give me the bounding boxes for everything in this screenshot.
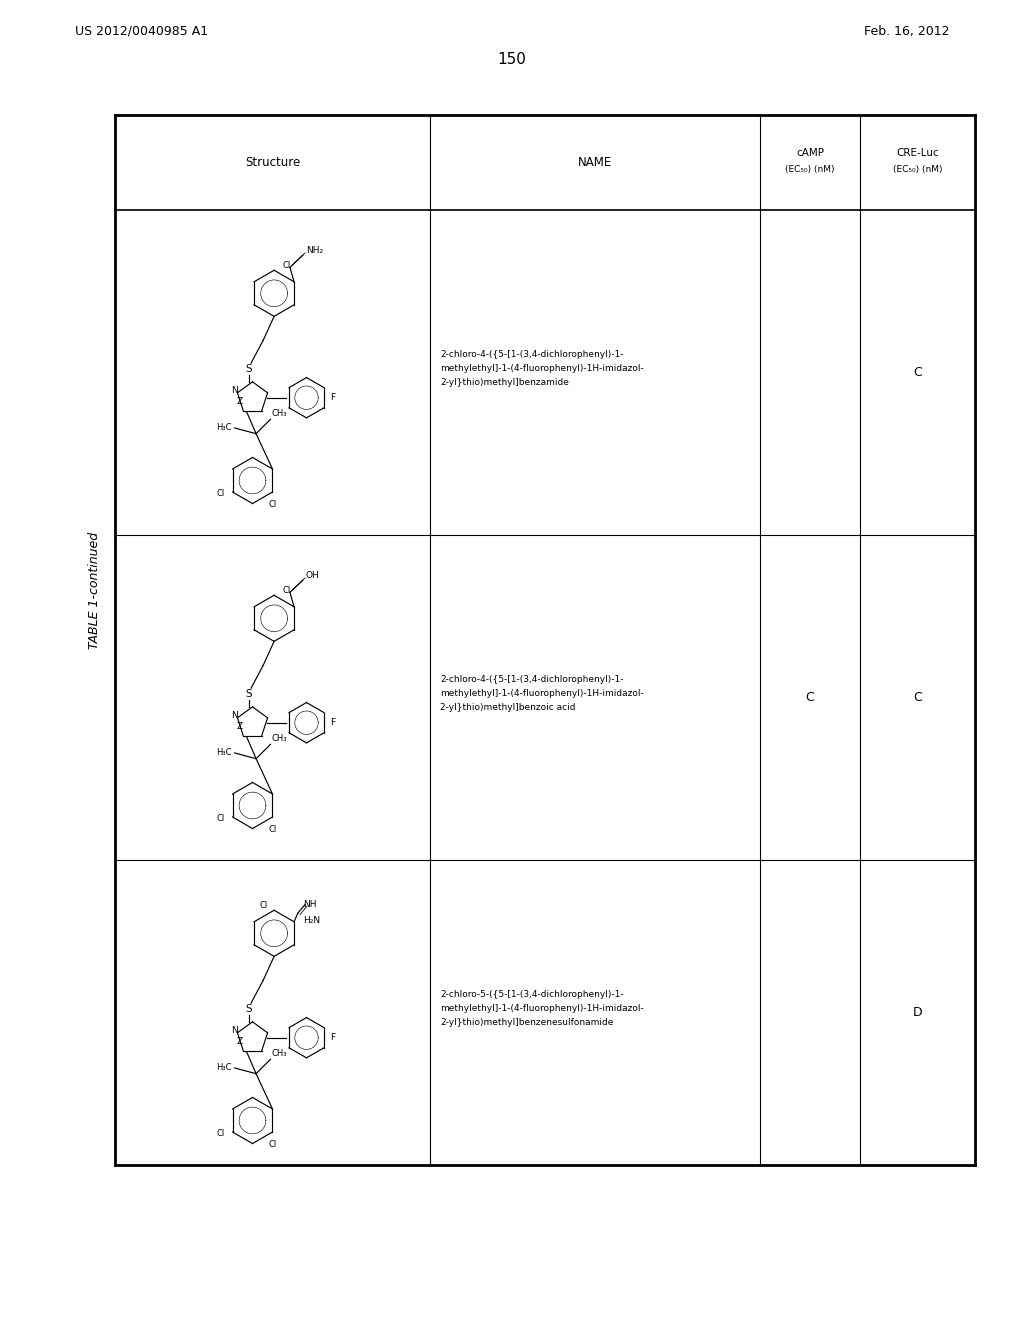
- Text: cAMP: cAMP: [796, 149, 824, 158]
- Text: CH₃: CH₃: [272, 734, 288, 743]
- Text: 2-yl}thio)methyl]benzamide: 2-yl}thio)methyl]benzamide: [440, 378, 569, 387]
- Text: C: C: [913, 366, 922, 379]
- Text: N: N: [231, 385, 238, 395]
- Text: NH₂: NH₂: [306, 246, 323, 255]
- Text: methylethyl]-1-(4-fluorophenyl)-1H-imidazol-: methylethyl]-1-(4-fluorophenyl)-1H-imida…: [440, 689, 644, 698]
- Text: Cl: Cl: [217, 1129, 225, 1138]
- Text: 2-chloro-4-({5-[1-(3,4-dichlorophenyl)-1-: 2-chloro-4-({5-[1-(3,4-dichlorophenyl)-1…: [440, 675, 624, 684]
- Text: (EC₅₀) (nM): (EC₅₀) (nM): [893, 165, 942, 174]
- Text: NAME: NAME: [578, 156, 612, 169]
- Text: Cl: Cl: [259, 902, 267, 911]
- Text: NH: NH: [303, 900, 316, 909]
- Text: Cl: Cl: [217, 488, 225, 498]
- Text: OH: OH: [306, 570, 319, 579]
- Text: Cl: Cl: [283, 586, 291, 595]
- Text: CRE-Luc: CRE-Luc: [896, 149, 939, 158]
- Text: H₃C: H₃C: [216, 748, 231, 758]
- Text: S: S: [246, 689, 252, 698]
- Text: 2-yl}thio)methyl]benzenesulfonamide: 2-yl}thio)methyl]benzenesulfonamide: [440, 1018, 613, 1027]
- Text: Z: Z: [237, 722, 243, 731]
- Text: S: S: [246, 1005, 252, 1014]
- Text: S: S: [246, 364, 252, 374]
- Text: methylethyl]-1-(4-fluorophenyl)-1H-imidazol-: methylethyl]-1-(4-fluorophenyl)-1H-imida…: [440, 364, 644, 374]
- Text: Cl: Cl: [268, 500, 276, 510]
- Text: Feb. 16, 2012: Feb. 16, 2012: [864, 25, 950, 38]
- Text: N: N: [231, 1026, 238, 1035]
- Text: Z: Z: [237, 1036, 243, 1045]
- Text: 150: 150: [498, 51, 526, 67]
- Text: Structure: Structure: [245, 156, 300, 169]
- Text: F: F: [331, 1034, 336, 1043]
- Text: F: F: [331, 393, 336, 403]
- Text: US 2012/0040985 A1: US 2012/0040985 A1: [75, 25, 208, 38]
- Text: F: F: [331, 718, 336, 727]
- Text: CH₃: CH₃: [272, 1049, 288, 1057]
- Text: N: N: [231, 711, 238, 719]
- Text: TABLE 1-continued: TABLE 1-continued: [88, 532, 101, 648]
- Text: Cl: Cl: [268, 825, 276, 834]
- Text: H₃C: H₃C: [216, 1064, 231, 1072]
- Text: 2-yl}thio)methyl]benzoic acid: 2-yl}thio)methyl]benzoic acid: [440, 704, 575, 711]
- Text: H₃C: H₃C: [216, 424, 231, 433]
- Text: 2-chloro-4-({5-[1-(3,4-dichlorophenyl)-1-: 2-chloro-4-({5-[1-(3,4-dichlorophenyl)-1…: [440, 350, 624, 359]
- Text: C: C: [806, 690, 814, 704]
- Text: D: D: [912, 1006, 923, 1019]
- Text: 2-chloro-5-({5-[1-(3,4-dichlorophenyl)-1-: 2-chloro-5-({5-[1-(3,4-dichlorophenyl)-1…: [440, 990, 624, 999]
- Text: Cl: Cl: [217, 814, 225, 822]
- Text: Cl: Cl: [268, 1140, 276, 1150]
- Text: Cl: Cl: [283, 261, 291, 271]
- Text: Z: Z: [237, 397, 243, 405]
- Text: H₂N: H₂N: [303, 916, 321, 925]
- Text: C: C: [913, 690, 922, 704]
- Text: methylethyl]-1-(4-fluorophenyl)-1H-imidazol-: methylethyl]-1-(4-fluorophenyl)-1H-imida…: [440, 1005, 644, 1012]
- Text: CH₃: CH₃: [272, 409, 288, 418]
- Text: (EC₅₀) (nM): (EC₅₀) (nM): [785, 165, 835, 174]
